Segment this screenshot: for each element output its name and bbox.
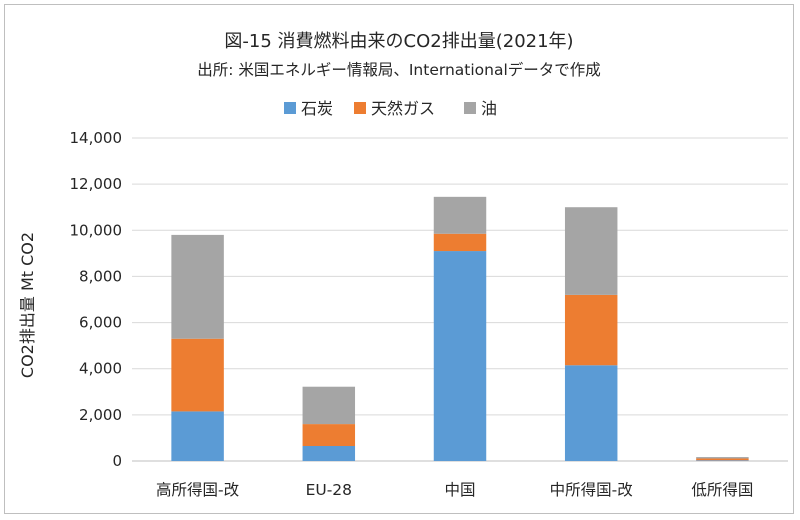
x-category-label: 低所得国 [691, 481, 753, 499]
y-tick-label: 2,000 [79, 406, 122, 424]
x-category-label: 高所得国-改 [156, 481, 239, 499]
x-category-label: 中国 [444, 481, 475, 499]
bar-segment [302, 386, 356, 425]
x-category-label: 中所得国-改 [550, 481, 633, 499]
x-axis-categories: 高所得国-改 EU-28 中国 中所得国-改 低所得国 [156, 481, 753, 499]
bar-segment [564, 294, 618, 366]
x-category-label: EU-28 [306, 481, 352, 499]
y-tick-label: 12,000 [70, 175, 123, 193]
bar-segment [564, 207, 618, 295]
bar-segment [171, 338, 224, 412]
y-axis-ticks: 0 2,000 4,000 6,000 8,000 10,000 12,000 14,000 [70, 129, 123, 470]
y-tick-label: 10,000 [70, 221, 123, 239]
y-tick-label: 14,000 [70, 129, 123, 147]
bar-segment [564, 365, 618, 461]
bar-segment [433, 251, 487, 461]
bar-segment [171, 234, 224, 339]
y-tick-label: 4,000 [79, 360, 122, 378]
legend-swatch [464, 102, 476, 114]
bar-segment [433, 196, 487, 234]
bar-segment [433, 233, 487, 252]
legend-label: 天然ガス [371, 99, 435, 118]
legend-label: 石炭 [301, 99, 333, 118]
bar-segment [302, 446, 356, 461]
y-axis-label: CO2排出量 Mt CO2 [18, 232, 37, 378]
bar-segment [302, 424, 356, 447]
bar-segment [696, 457, 749, 459]
chart-title: 図-15 消費燃料由来のCO2排出量(2021年) [224, 31, 573, 52]
chart-subtitle: 出所: 米国エネルギー情報局、Internationalデータで作成 [197, 60, 601, 79]
legend: 石炭 天然ガス 油 [284, 99, 497, 118]
legend-swatch [354, 102, 366, 114]
bar-segment [171, 411, 224, 461]
bars [171, 196, 749, 461]
legend-swatch [284, 102, 296, 114]
chart-frame: 図-15 消費燃料由来のCO2排出量(2021年) 出所: 米国エネルギー情報局… [4, 4, 794, 514]
bar-segment [696, 458, 749, 461]
y-tick-label: 8,000 [79, 267, 122, 285]
y-tick-label: 6,000 [79, 314, 122, 332]
bar-segment [696, 460, 749, 461]
y-tick-label: 0 [112, 452, 122, 470]
legend-label: 油 [481, 99, 497, 118]
stacked-bar-chart: 図-15 消費燃料由来のCO2排出量(2021年) 出所: 米国エネルギー情報局… [18, 31, 788, 499]
